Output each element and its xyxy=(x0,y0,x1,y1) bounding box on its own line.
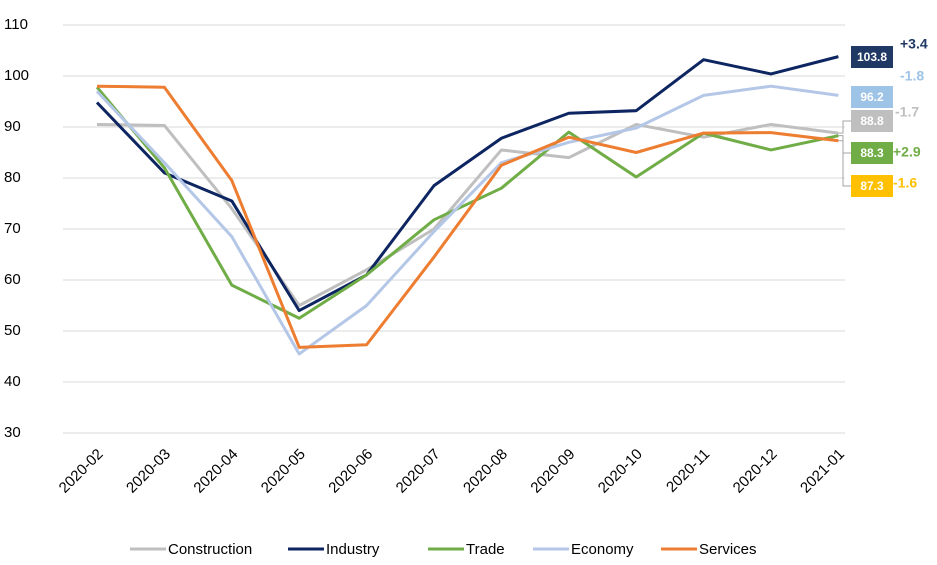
x-tick-label: 2020-11 xyxy=(663,446,713,496)
leader-line xyxy=(838,135,851,154)
legend-label: Construction xyxy=(168,541,252,558)
value-box xyxy=(851,142,893,164)
x-tick-label: 2020-03 xyxy=(123,446,174,497)
x-tick-label: 2020-09 xyxy=(527,446,578,497)
change-label: -1.6 xyxy=(893,175,917,191)
data-line xyxy=(95,84,839,356)
data-line xyxy=(96,122,839,307)
x-tick-label: 2020-05 xyxy=(258,446,309,497)
y-tick-label: 100 xyxy=(4,67,29,84)
data-line xyxy=(96,84,839,349)
y-tick-label: 70 xyxy=(4,220,21,237)
data-line xyxy=(95,86,839,320)
change-label: -1.7 xyxy=(895,104,919,120)
value-box xyxy=(851,46,893,68)
x-tick-label: 2020-12 xyxy=(730,446,781,497)
y-tick-label: 50 xyxy=(4,322,21,339)
x-tick-label: 2020-06 xyxy=(325,446,376,497)
leader-line xyxy=(838,140,851,187)
legend-label: Trade xyxy=(466,541,505,558)
change-label: +2.9 xyxy=(893,144,921,160)
y-tick-label: 30 xyxy=(4,424,21,441)
leader-line xyxy=(838,120,851,134)
legend-label: Services xyxy=(699,541,757,558)
value-box xyxy=(851,110,893,132)
legend-label: Economy xyxy=(571,541,634,558)
x-tick-label: 2020-08 xyxy=(460,446,511,497)
y-tick-label: 60 xyxy=(4,271,21,288)
y-tick-label: 40 xyxy=(4,373,21,390)
value-label: 88.3 xyxy=(860,146,884,160)
value-box xyxy=(851,86,893,108)
x-tick-label: 2020-04 xyxy=(190,446,241,497)
value-label: 96.2 xyxy=(860,90,884,104)
y-tick-label: 90 xyxy=(4,118,21,135)
value-label: 87.3 xyxy=(860,179,884,193)
change-label: +3.4 xyxy=(900,36,928,52)
y-tick-label: 110 xyxy=(4,16,28,33)
value-box xyxy=(851,175,893,197)
x-tick-label: 2020-02 xyxy=(56,446,107,497)
x-tick-label: 2021-01 xyxy=(797,446,848,497)
x-tick-label: 2020-10 xyxy=(595,446,646,497)
y-tick-label: 80 xyxy=(4,169,21,186)
legend-label: Industry xyxy=(326,541,380,558)
value-label: 103.8 xyxy=(857,50,887,64)
x-tick-label: 2020-07 xyxy=(393,446,444,497)
change-label: -1.8 xyxy=(900,68,924,84)
value-label: 88.8 xyxy=(860,114,884,128)
data-line xyxy=(95,55,839,313)
